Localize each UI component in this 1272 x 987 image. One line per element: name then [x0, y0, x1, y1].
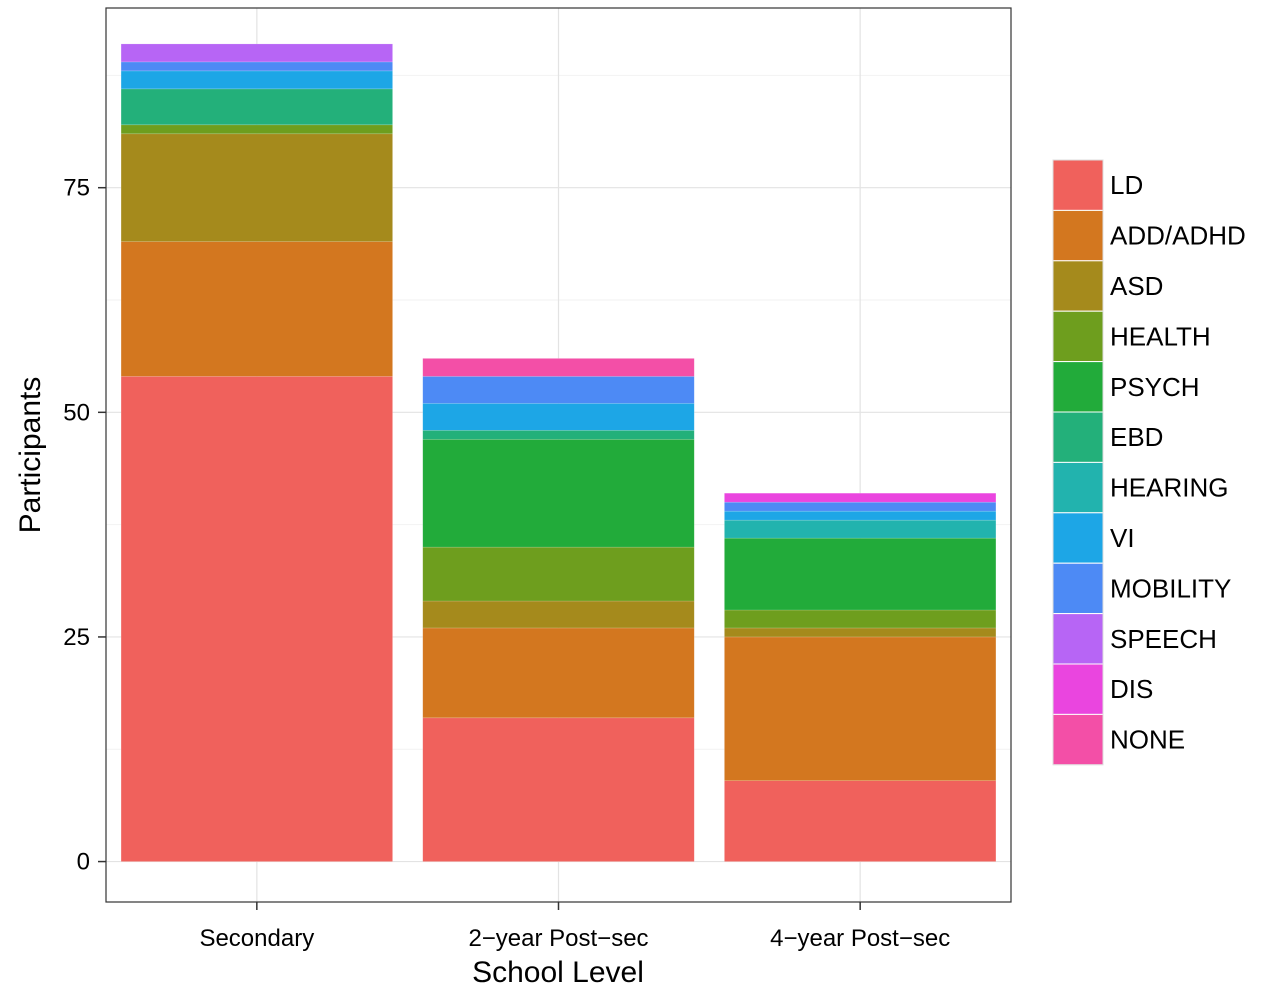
legend-label: NONE	[1110, 725, 1185, 755]
legend-key	[1052, 663, 1104, 715]
legend-key	[1052, 713, 1104, 766]
legend-label: ASD	[1110, 271, 1163, 301]
legend: LD ADD/ADHD ASD HEALTH PSYCH EBD HEARING VI MOBI…	[1052, 159, 1246, 766]
bar-segment	[422, 627, 695, 719]
bar-segment	[120, 61, 393, 72]
bar-segment	[422, 717, 695, 862]
legend-label: MOBILITY	[1110, 573, 1231, 603]
bar-segment	[422, 376, 695, 404]
legend-key	[1052, 310, 1104, 363]
legend-label: HEALTH	[1110, 321, 1211, 351]
legend-key	[1052, 613, 1104, 665]
bar-segment	[422, 438, 695, 548]
bar-segment	[120, 241, 393, 377]
x-tick-label: Secondary	[199, 925, 314, 952]
bar-segment	[724, 627, 997, 638]
legend-key-border	[1052, 159, 1104, 766]
y-axis-title: Participants	[14, 377, 47, 534]
legend-key	[1052, 512, 1104, 564]
bar-segment	[724, 492, 997, 503]
x-tick-label: 2−year Post−sec	[468, 925, 648, 952]
x-axis-title: School Level	[472, 956, 644, 987]
bar-segment	[724, 537, 997, 611]
x-tick-label: 4−year Post−sec	[770, 925, 950, 952]
legend-label: EBD	[1110, 422, 1163, 452]
axes: 0 25 50 75 Secondary 2−year Post−sec 4−year Po…	[63, 175, 950, 952]
bar-segment	[724, 636, 997, 782]
legend-label: DIS	[1110, 674, 1153, 704]
bar-segment	[724, 519, 997, 539]
bar-segment	[422, 429, 695, 440]
bar-segment	[120, 88, 393, 126]
bar-segment	[422, 358, 695, 377]
bar-segment	[724, 780, 997, 862]
y-tick-label: 50	[63, 399, 90, 426]
legend-key	[1052, 209, 1104, 262]
bar-segment	[120, 124, 393, 135]
legend-label: PSYCH	[1110, 372, 1200, 402]
legend-label: SPEECH	[1110, 624, 1217, 654]
legend-key	[1052, 159, 1104, 211]
y-tick-label: 75	[63, 175, 90, 202]
legend-label: ADD/ADHD	[1110, 221, 1246, 251]
legend-key	[1052, 562, 1104, 615]
bar-segment	[422, 403, 695, 431]
bars	[120, 43, 997, 862]
legend-key	[1052, 461, 1104, 514]
legend-key	[1052, 361, 1104, 413]
legend-label: VI	[1110, 523, 1135, 553]
bar-segment	[422, 546, 695, 602]
bar-segment	[120, 376, 393, 862]
bar-segment	[120, 133, 393, 242]
bar-segment	[120, 70, 393, 90]
bar-segment	[120, 43, 393, 63]
y-tick-label: 25	[63, 624, 90, 651]
y-tick-label: 0	[77, 849, 90, 876]
bar-segment	[724, 501, 997, 512]
bar-segment	[724, 510, 997, 521]
bar-segment	[724, 609, 997, 629]
bar-segment	[422, 600, 695, 629]
legend-key	[1052, 411, 1104, 463]
legend-label: LD	[1110, 170, 1143, 200]
legend-label: HEARING	[1110, 473, 1228, 503]
legend-key	[1052, 260, 1104, 312]
